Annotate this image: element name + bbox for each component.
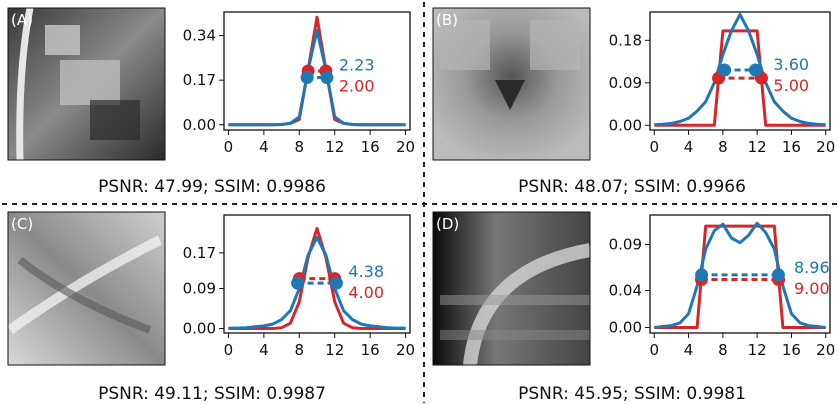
y-tick-label: 0.17 [183,71,216,89]
panel-a-image: (A) [7,7,166,161]
blue-profile-line [228,235,406,330]
x-tick-label: 0 [224,138,234,156]
x-tick-label: 20 [816,138,835,156]
x-tick-label: 16 [361,341,380,359]
caption: PSNR: 49.11; SSIM: 0.9987 [98,384,326,404]
x-tick-label: 4 [684,341,694,359]
blue-fwhm-marker [329,276,343,290]
red-profile-line [228,226,406,330]
x-tick-label: 8 [295,341,305,359]
red-profile-line [654,224,826,329]
x-tick-label: 0 [650,341,660,359]
y-tick-label: 0.17 [183,244,216,262]
x-tick-label: 16 [782,138,801,156]
blue-fwhm-marker [748,63,762,77]
panel-label: (D) [436,215,459,233]
y-tick-label: 0.00 [609,318,642,336]
blue-fwhm-marker [771,268,785,282]
x-tick-label: 16 [782,341,801,359]
profile-chart-a: 0 4 8 12 16 20 0.00 0.17 0.34 2.23 2.00 [183,11,415,156]
panel-c-image: (C) [7,211,166,366]
x-tick-label: 12 [748,138,767,156]
axes-frame [649,11,831,131]
y-tick-label: 0.00 [609,116,642,134]
panel-d-image: (D) [432,211,592,366]
x-tick-label: 12 [325,341,344,359]
axes-frame [223,11,411,131]
x-tick-label: 20 [396,138,415,156]
profile-chart-c: 0 4 8 12 16 20 0.00 0.09 0.17 4.38 4.00 [183,214,415,359]
y-tick-label: 0.09 [183,279,216,297]
panel-label: (B) [436,11,458,29]
blue-fwhm-marker [300,71,314,85]
profile-chart-d: 0 4 8 12 16 20 0.00 0.04 0.09 8.96 9.00 [609,214,835,359]
blue-fwhm-marker [320,71,334,85]
x-tick-label: 4 [684,138,694,156]
caption: PSNR: 48.07; SSIM: 0.9966 [518,177,746,197]
blue-fwhm-marker [291,276,305,290]
x-tick-label: 4 [259,341,269,359]
caption: PSNR: 47.99; SSIM: 0.9986 [98,177,326,197]
blue-fwhm-label: 2.23 [339,55,375,74]
blue-fwhm-label: 3.60 [773,55,809,74]
red-fwhm-label: 5.00 [773,76,809,95]
x-tick-label: 8 [718,138,728,156]
blue-profile-line [654,221,826,329]
x-tick-label: 0 [224,341,234,359]
y-tick-label: 0.00 [183,320,216,338]
y-tick-label: 0.00 [183,116,216,134]
axes-frame [223,214,411,334]
blue-fwhm-marker [695,268,709,282]
caption: PSNR: 45.95; SSIM: 0.9981 [518,384,746,404]
x-tick-label: 0 [650,138,660,156]
axes-frame [649,214,831,334]
x-tick-label: 20 [816,341,835,359]
blue-fwhm-label: 4.38 [348,262,384,281]
red-fwhm-label: 4.00 [348,283,384,302]
x-tick-label: 16 [361,138,380,156]
y-tick-label: 0.34 [183,27,216,45]
x-tick-label: 4 [259,138,269,156]
red-fwhm-label: 9.00 [794,279,830,298]
x-tick-label: 8 [295,138,305,156]
blue-fwhm-label: 8.96 [794,258,830,277]
y-tick-label: 0.18 [609,31,642,49]
y-tick-label: 0.09 [609,236,642,254]
x-tick-label: 12 [325,138,344,156]
blue-profile-line [654,12,826,127]
panel-label: (C) [11,215,33,233]
blue-fwhm-marker [718,63,732,77]
red-fwhm-label: 2.00 [339,76,375,95]
x-tick-label: 12 [748,341,767,359]
y-tick-label: 0.04 [609,282,642,300]
x-tick-label: 20 [396,341,415,359]
x-tick-label: 8 [718,341,728,359]
red-profile-line [654,29,826,127]
panel-label: (A) [11,11,33,29]
profile-chart-b: 0 4 8 12 16 20 0.00 0.09 0.18 3.60 5.00 [609,11,835,156]
blue-profile-line [228,28,406,127]
y-tick-label: 0.09 [609,74,642,92]
panel-b-image: (B) [432,7,591,161]
